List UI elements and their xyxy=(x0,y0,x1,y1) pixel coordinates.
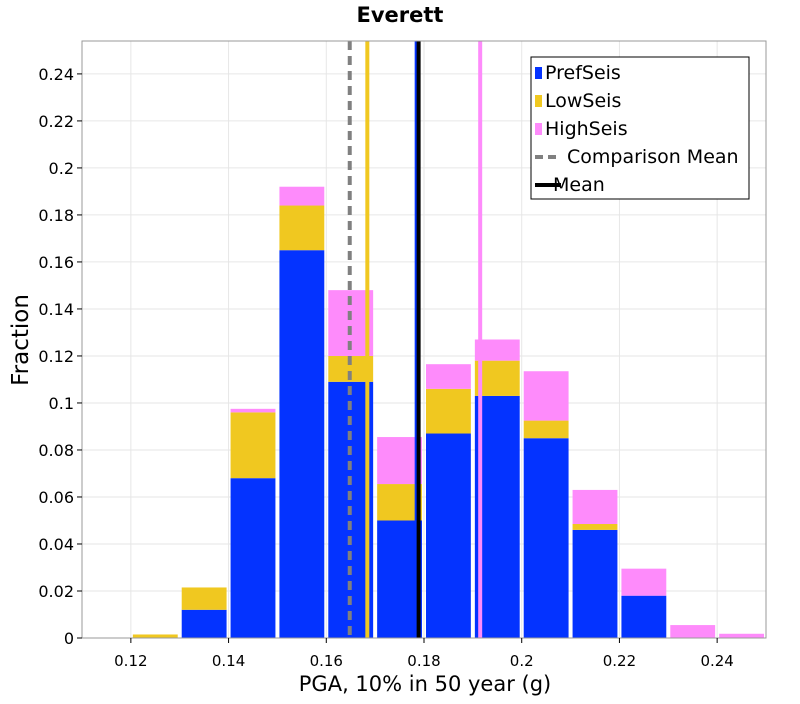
y-tick-label: 0.06 xyxy=(38,488,74,507)
chart-title: Everett xyxy=(357,3,444,27)
x-tick-label: 0.16 xyxy=(310,652,343,670)
y-tick-label: 0.08 xyxy=(38,441,74,460)
bar-highseis-3 xyxy=(230,408,276,413)
bar-lowseis-3 xyxy=(230,412,276,479)
y-tick-label: 0.12 xyxy=(38,347,74,366)
x-tick-label: 0.22 xyxy=(603,652,636,670)
x-tick-label: 0.2 xyxy=(510,652,534,670)
legend-swatch-prefseis xyxy=(535,67,542,79)
bar-lowseis-6 xyxy=(377,484,422,521)
bar-highseis-4 xyxy=(279,186,325,206)
bar-lowseis-4 xyxy=(279,205,325,251)
bar-lowseis-7 xyxy=(426,388,471,434)
bar-prefseis-8 xyxy=(474,395,520,638)
y-tick-label: 0.24 xyxy=(38,65,74,84)
legend-swatch-lowseis xyxy=(535,95,542,107)
legend-swatch-highseis xyxy=(535,123,542,135)
y-tick-label: 0 xyxy=(64,629,74,648)
bar-lowseis-9 xyxy=(523,420,569,439)
legend-label-highseis: HighSeis xyxy=(545,118,628,140)
bar-highseis-7 xyxy=(426,364,471,389)
legend-label-mean: Mean xyxy=(553,174,605,196)
x-tick-label: 0.24 xyxy=(700,652,733,670)
x-axis-label: PGA, 10% in 50 year (g) xyxy=(299,672,551,696)
y-tick-label: 0.18 xyxy=(38,206,74,225)
y-tick-label: 0.02 xyxy=(38,582,74,601)
bar-prefseis-6 xyxy=(377,520,422,638)
bar-prefseis-9 xyxy=(523,438,569,638)
y-tick-label: 0.04 xyxy=(38,535,74,554)
y-tick-label: 0.2 xyxy=(49,159,74,178)
bar-highseis-9 xyxy=(523,371,569,421)
mean-lines xyxy=(347,41,483,638)
bar-prefseis-10 xyxy=(572,529,618,638)
bars xyxy=(132,186,764,638)
bar-highseis-13 xyxy=(719,633,764,638)
bar-highseis-12 xyxy=(670,625,716,638)
bar-lowseis-10 xyxy=(572,524,618,530)
bar-prefseis-2 xyxy=(181,609,227,638)
bar-prefseis-3 xyxy=(230,478,276,638)
bar-highseis-10 xyxy=(572,489,618,525)
legend-box xyxy=(530,56,750,200)
bar-highseis-6 xyxy=(377,437,422,485)
y-axis-label: Fraction xyxy=(8,294,34,386)
axis-ticks: 0.12 0.14 0.16 0.18 0.2 0.22 0.24 0 0.02 0.04 0.06… xyxy=(38,65,733,670)
x-tick-label: 0.14 xyxy=(212,652,245,670)
bar-highseis-11 xyxy=(621,568,667,596)
y-tick-label: 0.22 xyxy=(38,112,74,131)
bar-prefseis-4 xyxy=(279,250,325,638)
bar-lowseis-1 xyxy=(132,634,178,638)
legend: PrefSeis LowSeis HighSeis Comparison Mean Me… xyxy=(530,56,750,200)
y-tick-label: 0.1 xyxy=(49,394,74,413)
bar-prefseis-11 xyxy=(621,595,667,638)
bar-lowseis-8 xyxy=(474,360,520,396)
x-tick-label: 0.12 xyxy=(114,652,147,670)
legend-label-lowseis: LowSeis xyxy=(545,90,621,112)
y-tick-label: 0.16 xyxy=(38,253,74,272)
bar-highseis-8 xyxy=(474,339,520,361)
x-tick-label: 0.18 xyxy=(407,652,440,670)
legend-label-prefseis: PrefSeis xyxy=(545,62,621,84)
y-tick-label: 0.14 xyxy=(38,300,74,319)
bar-lowseis-2 xyxy=(181,587,227,610)
legend-label-comparison-mean: Comparison Mean xyxy=(567,146,739,168)
bar-prefseis-7 xyxy=(426,433,471,638)
